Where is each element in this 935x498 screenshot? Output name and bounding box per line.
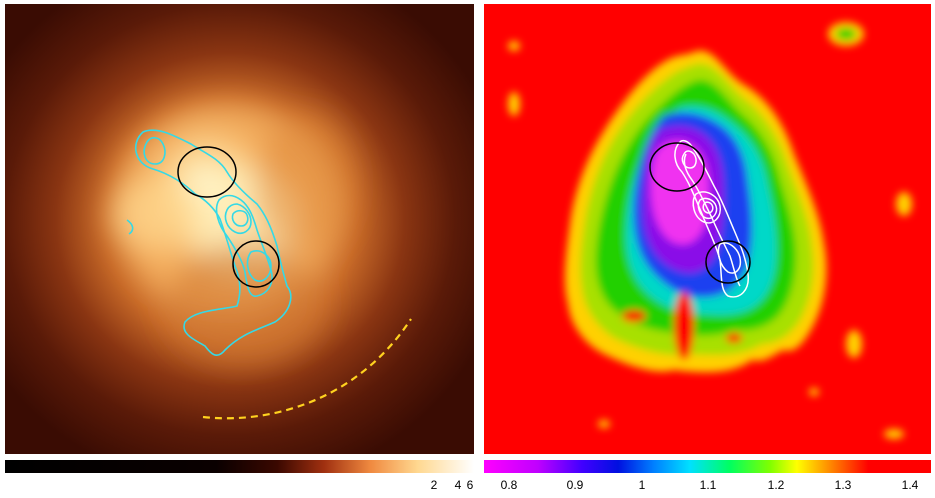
right-ratio-layers [508, 22, 912, 439]
left-cyan-contours [126, 129, 292, 357]
left-black-circles [177, 146, 280, 288]
circle-lower [232, 240, 280, 288]
left-colorbar-tick-4: 4 [454, 478, 462, 492]
left-colorbar [5, 459, 474, 473]
contour-mid-1 [215, 194, 273, 297]
right-colorbar-tick-1.4: 1.4 [901, 478, 919, 492]
right-circle-lower [705, 240, 751, 284]
left-colorbar-tick-2: 2 [430, 478, 438, 492]
right-colorbar-tick-1.2: 1.2 [767, 478, 785, 492]
contour-core [231, 209, 249, 227]
left-yellow-dashed-arc [202, 318, 412, 420]
left-intensity-map [5, 4, 474, 454]
contour-upper-left [143, 136, 166, 165]
contour-left-small [126, 219, 134, 235]
right-colorbar-tick-1: 1 [638, 478, 646, 492]
right-colorbar-tick-1.1: 1.1 [699, 478, 717, 492]
circle-upper [177, 146, 237, 198]
contour-outer [134, 129, 292, 357]
left-bright-emission [110, 104, 355, 364]
right-colorbar-tick-0.8: 0.8 [500, 478, 518, 492]
right-white-contours [674, 139, 749, 298]
right-ratio-map [484, 4, 931, 454]
right-colorbar-tick-0.9: 0.9 [566, 478, 584, 492]
right-black-circles [649, 142, 751, 284]
right-circle-upper [649, 142, 705, 192]
right-colorbar-tick-1.3: 1.3 [834, 478, 852, 492]
left-colorbar-tick-6: 6 [466, 478, 474, 492]
contour-lower [246, 250, 272, 282]
contour-mid-2 [224, 203, 252, 235]
right-colorbar [484, 459, 931, 473]
